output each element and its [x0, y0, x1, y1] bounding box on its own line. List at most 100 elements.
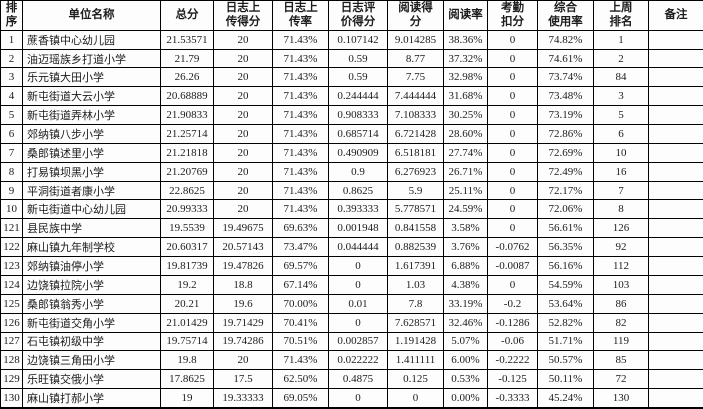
- unit_name-cell: 郊纳镇油停小学: [22, 256, 161, 276]
- log_upload_score-cell: 20: [213, 48, 273, 69]
- total_score-cell: 20.99333: [160, 199, 214, 220]
- overall_usage_rate-cell: 52.82%: [537, 312, 594, 333]
- unit_name-cell: 新屯街道交角小学: [22, 312, 161, 333]
- attendance_deduction-cell: -0.125: [487, 369, 538, 390]
- table-row: 2 油迈瑶族乡打道小学 21.79 20 71.43% 0.59 8.77 37.32% 0 74…: [0, 48, 703, 69]
- reading_score-cell: 7.8: [387, 293, 444, 314]
- last_week_rank-cell: 119: [593, 331, 649, 352]
- column-header-log_upload_score: 日志上 传得分: [213, 0, 273, 31]
- rank-cell: 122: [0, 237, 23, 258]
- reading_score-cell: 9.014285: [387, 29, 444, 50]
- log_upload_rate-cell: 69.05%: [272, 388, 329, 409]
- log_upload_score-cell: 20: [213, 86, 273, 107]
- log_upload_score-cell: 18.8: [213, 274, 273, 295]
- log_upload_rate-cell: 71.43%: [272, 199, 329, 220]
- overall_usage_rate-cell: 50.57%: [537, 350, 594, 371]
- attendance_deduction-cell: 0: [487, 161, 538, 182]
- rank-cell: 125: [0, 293, 23, 314]
- attendance_deduction-cell: -0.1286: [487, 312, 538, 333]
- unit_name-cell: 油迈瑶族乡打道小学: [22, 48, 161, 69]
- remark-cell: [648, 256, 703, 276]
- reading_score-cell: 1.03: [387, 274, 444, 295]
- total_score-cell: 19.8: [160, 350, 214, 371]
- log_eval_score-cell: 0.002857: [328, 331, 388, 352]
- log_eval_score-cell: 0.685714: [328, 124, 388, 144]
- last_week_rank-cell: 92: [593, 237, 649, 258]
- log_upload_rate-cell: 71.43%: [272, 124, 329, 144]
- reading_score-cell: 6.276923: [387, 161, 444, 182]
- rank-cell: 124: [0, 274, 23, 295]
- log_eval_score-cell: 0.001948: [328, 218, 388, 239]
- remark-cell: [648, 274, 703, 295]
- log_upload_score-cell: 20: [213, 29, 273, 50]
- table-row: 8 打易镇坝黑小学 21.20769 20 71.43% 0.9 6.276923 26.71…: [0, 161, 703, 182]
- reading_score-cell: 1.191428: [387, 331, 444, 352]
- log_eval_score-cell: 0.393333: [328, 199, 388, 220]
- unit_name-cell: 新屯街道弄林小学: [22, 105, 161, 126]
- reading_rate-cell: 6.00%: [443, 350, 488, 371]
- log_eval_score-cell: 0.908333: [328, 105, 388, 126]
- reading_rate-cell: 28.60%: [443, 124, 488, 144]
- remark-cell: [648, 180, 703, 201]
- reading_rate-cell: 5.07%: [443, 331, 488, 352]
- log_upload_score-cell: 19.6: [213, 293, 273, 314]
- overall_usage_rate-cell: 51.71%: [537, 331, 594, 352]
- reading_score-cell: 8.77: [387, 48, 444, 69]
- log_upload_score-cell: 20: [213, 124, 273, 144]
- log_eval_score-cell: 0.9: [328, 161, 388, 182]
- log_eval_score-cell: 0: [328, 388, 388, 409]
- reading_rate-cell: 24.59%: [443, 199, 488, 220]
- unit_name-cell: 桑郎镇翁秀小学: [22, 293, 161, 314]
- overall_usage_rate-cell: 74.61%: [537, 48, 594, 69]
- remark-cell: [648, 293, 703, 314]
- log_upload_rate-cell: 71.43%: [272, 142, 329, 163]
- reading_score-cell: 6.518181: [387, 142, 444, 163]
- rank-cell: 2: [0, 48, 23, 69]
- last_week_rank-cell: 6: [593, 124, 649, 144]
- remark-cell: [648, 48, 703, 69]
- unit_name-cell: 石屯镇初级中学: [22, 331, 161, 352]
- last_week_rank-cell: 10: [593, 142, 649, 163]
- remark-cell: [648, 312, 703, 333]
- attendance_deduction-cell: 0: [487, 29, 538, 50]
- attendance_deduction-cell: -0.2222: [487, 350, 538, 371]
- table-row: 9 平洞街道者康小学 22.8625 20 71.43% 0.8625 5.9 25.11% 0…: [0, 180, 703, 201]
- table-row: 7 桑郎镇述里小学 21.21818 20 71.43% 0.490909 6.518181…: [0, 142, 703, 163]
- column-header-reading_rate: 阅读率: [443, 0, 488, 31]
- attendance_deduction-cell: -0.3333: [487, 388, 538, 409]
- log_upload_rate-cell: 71.43%: [272, 180, 329, 201]
- log_upload_score-cell: 20.57143: [213, 237, 273, 258]
- unit_name-cell: 新屯街道中心幼儿园: [22, 199, 161, 220]
- log_upload_score-cell: 20: [213, 142, 273, 163]
- rank-cell: 5: [0, 105, 23, 126]
- unit_name-cell: 桑郎镇述里小学: [22, 142, 161, 163]
- total_score-cell: 19.2: [160, 274, 214, 295]
- remark-cell: [648, 369, 703, 390]
- unit_name-cell: 蔗香镇中心幼儿园: [22, 29, 161, 50]
- log_upload_rate-cell: 67.14%: [272, 274, 329, 295]
- reading_rate-cell: 32.98%: [443, 67, 488, 88]
- log_eval_score-cell: 0.59: [328, 48, 388, 69]
- last_week_rank-cell: 84: [593, 67, 649, 88]
- log_upload_score-cell: 19.47826: [213, 256, 273, 276]
- reading_score-cell: 7.75: [387, 67, 444, 88]
- log_upload_rate-cell: 69.57%: [272, 256, 329, 276]
- reading_rate-cell: 0.53%: [443, 369, 488, 390]
- rank-cell: 126: [0, 312, 23, 333]
- log_upload_score-cell: 17.5: [213, 369, 273, 390]
- overall_usage_rate-cell: 74.82%: [537, 29, 594, 50]
- total_score-cell: 21.53571: [160, 29, 214, 50]
- attendance_deduction-cell: 0: [487, 142, 538, 163]
- attendance_deduction-cell: -0.0087: [487, 256, 538, 276]
- reading_rate-cell: 37.32%: [443, 48, 488, 69]
- last_week_rank-cell: 130: [593, 388, 649, 409]
- last_week_rank-cell: 103: [593, 274, 649, 295]
- reading_score-cell: 0.882539: [387, 237, 444, 258]
- column-header-reading_score: 阅读得 分: [387, 0, 444, 31]
- table-row: 6 郊纳镇八步小学 21.25714 20 71.43% 0.685714 6.721428…: [0, 124, 703, 144]
- total_score-cell: 20.21: [160, 293, 214, 314]
- overall_usage_rate-cell: 56.16%: [537, 256, 594, 276]
- attendance_deduction-cell: -0.0762: [487, 237, 538, 258]
- log_upload_rate-cell: 71.43%: [272, 350, 329, 371]
- rank-cell: 6: [0, 124, 23, 144]
